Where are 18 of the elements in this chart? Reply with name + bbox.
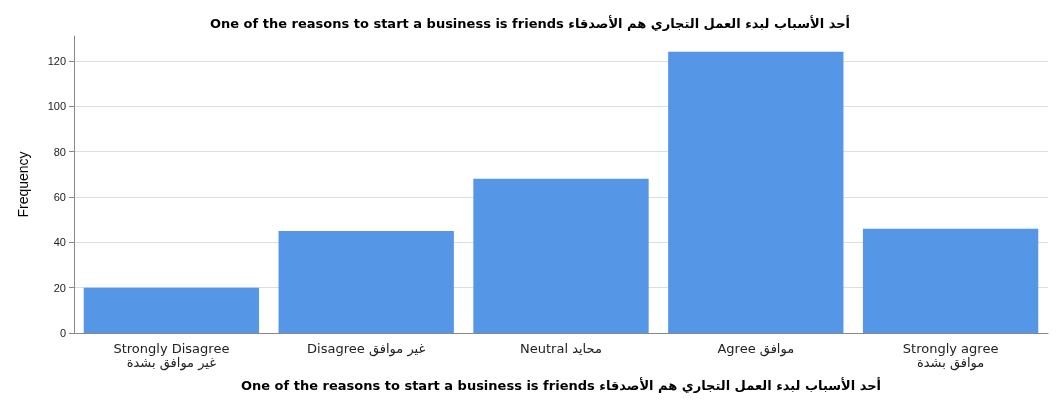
bar — [473, 178, 649, 333]
x-tick-label: Agree موافق — [717, 340, 795, 357]
bar — [668, 51, 844, 333]
y-tick-label: 60 — [53, 190, 66, 203]
x-axis-title: One of the reasons to start a business is friends أحد الأسباب لبدء العمل التجاري هم الأصدقاء — [240, 377, 882, 393]
y-tick-label: 120 — [47, 54, 66, 67]
y-tick-label: 0 — [59, 327, 66, 339]
bar — [862, 228, 1039, 333]
y-tick-label: 80 — [53, 145, 66, 158]
y-tick-label: 100 — [47, 100, 66, 113]
bar — [83, 287, 260, 333]
x-tick-label: Neutral محايد — [520, 340, 602, 356]
chart-title: One of the reasons to start a business is friends أحد الأسباب لبدء العمل التجاري هم الأصدقاء — [209, 15, 851, 31]
bar — [278, 230, 454, 333]
x-tick-label: Disagree غير موافق — [307, 340, 426, 357]
y-tick-label: 40 — [53, 236, 66, 249]
y-tick-label: 20 — [53, 281, 66, 294]
y-axis-title: Frequency — [15, 151, 31, 218]
